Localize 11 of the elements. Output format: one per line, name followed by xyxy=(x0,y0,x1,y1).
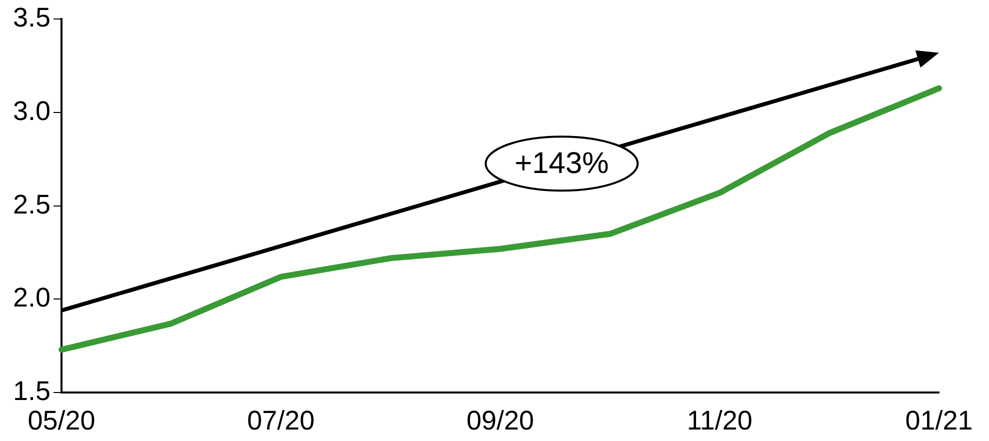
y-tick-label: 3.0 xyxy=(12,96,51,126)
x-tick-label: 01/21 xyxy=(905,405,973,436)
x-tick-label: 11/20 xyxy=(686,405,752,436)
y-tick-label: 2.5 xyxy=(12,189,51,220)
y-tick-label: 2.0 xyxy=(12,282,51,313)
y-tick-label: 3.5 xyxy=(12,2,51,33)
annotation: +143% xyxy=(514,146,609,181)
x-tick-label: 09/20 xyxy=(466,405,534,436)
x-tick-label: 07/20 xyxy=(247,405,315,436)
x-tick-label: 05/20 xyxy=(28,405,96,436)
y-tick-label: 1.5 xyxy=(12,376,51,406)
